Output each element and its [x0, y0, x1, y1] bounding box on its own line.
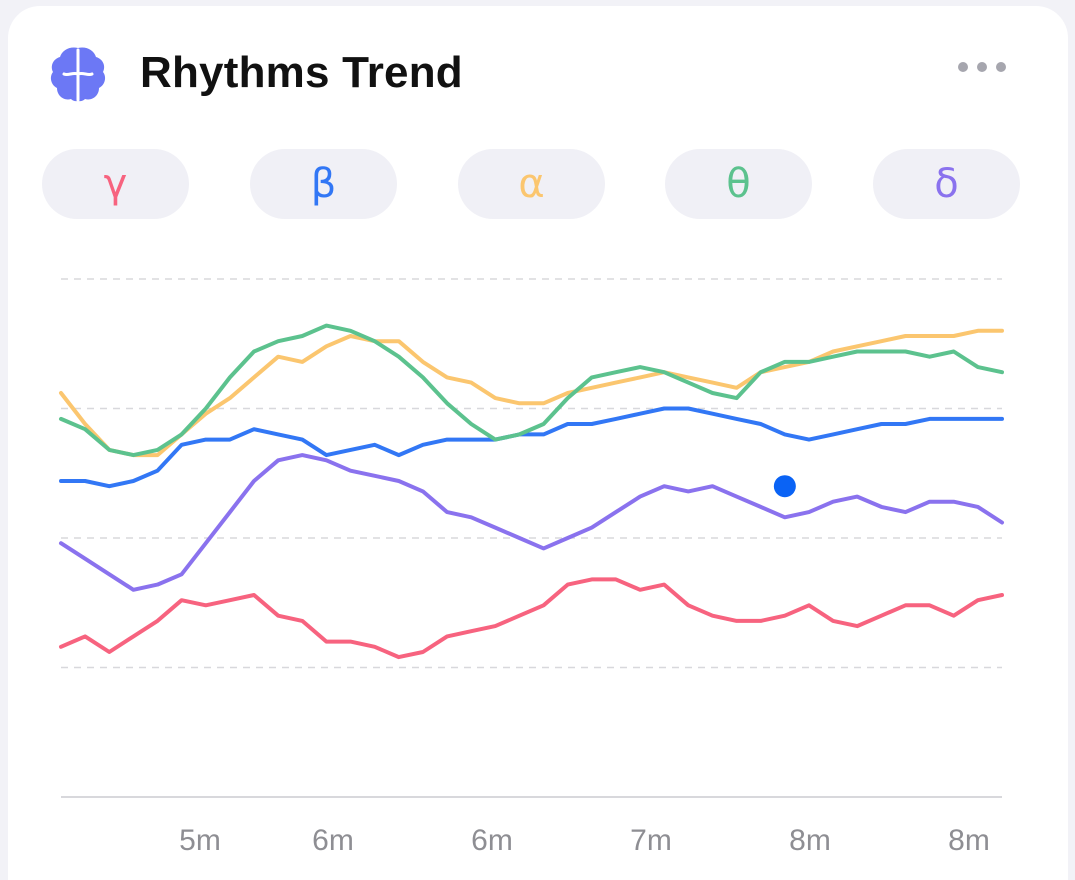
x-tick-label: 6m [312, 824, 354, 857]
band-filter-gamma[interactable]: γ [42, 149, 189, 219]
brain-icon [48, 44, 108, 104]
more-options-button[interactable] [952, 54, 1012, 80]
x-tick-label: 8m [789, 824, 831, 857]
series-line-gamma [59, 577, 1004, 660]
band-filter-alpha[interactable]: α [458, 149, 605, 219]
x-tick-label: 7m [630, 824, 672, 857]
x-tick-label: 5m [179, 824, 221, 857]
band-filter-beta[interactable]: β [250, 149, 397, 219]
x-tick-label: 8m [948, 824, 990, 857]
widget-title: Rhythms Trend [140, 48, 463, 97]
rhythms-trend-card: Rhythms Trend γ β α θ δ 5m 6m 6m 7m 8m 8m [8, 6, 1068, 880]
selected-point-marker [773, 475, 796, 498]
band-filter-delta[interactable]: δ [873, 149, 1020, 219]
series-line-beta [59, 406, 1004, 489]
x-tick-label: 6m [471, 824, 513, 857]
card-header: Rhythms Trend [8, 6, 1068, 136]
band-filter-theta[interactable]: θ [665, 149, 812, 219]
more-dots-icon [958, 62, 1006, 72]
series-line-theta [59, 323, 1004, 458]
rhythms-line-chart: 5m 6m 6m 7m 8m 8m [59, 278, 1004, 857]
series-line-alpha [59, 328, 1004, 458]
series-line-delta [59, 453, 1004, 592]
